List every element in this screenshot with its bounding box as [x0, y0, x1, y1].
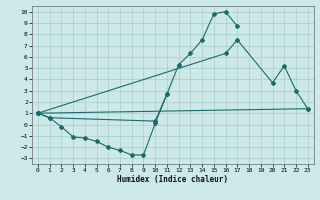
X-axis label: Humidex (Indice chaleur): Humidex (Indice chaleur) — [117, 175, 228, 184]
